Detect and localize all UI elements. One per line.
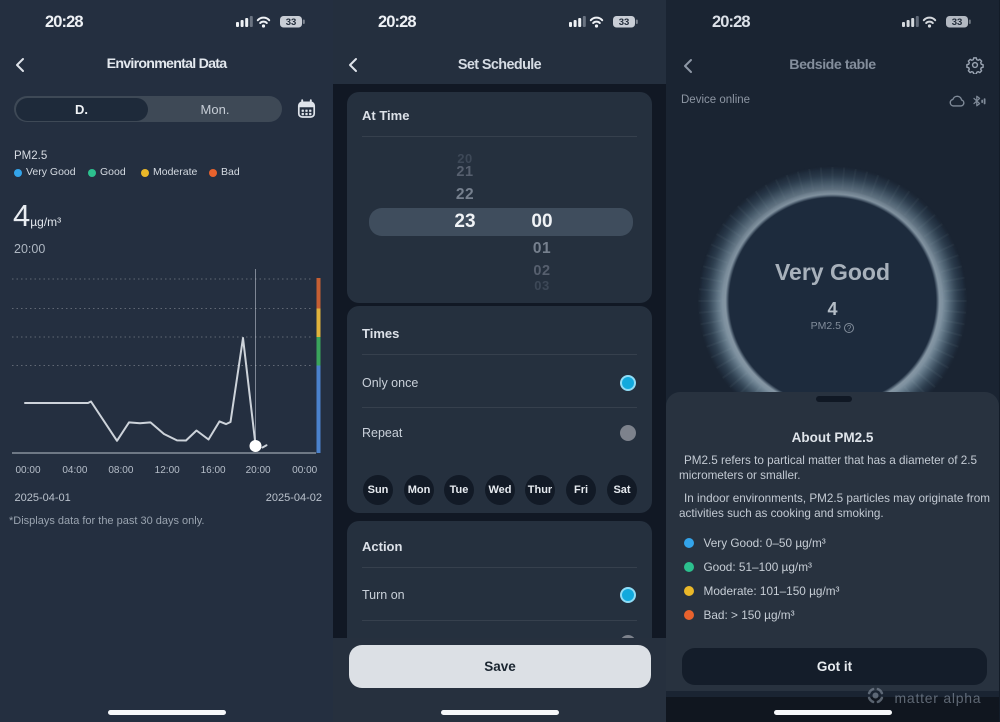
- svg-text:33: 33: [619, 17, 630, 28]
- svg-text:08:00: 08:00: [108, 465, 133, 476]
- svg-text:33: 33: [286, 17, 297, 28]
- svg-text:20:00: 20:00: [246, 465, 271, 476]
- svg-text:04:00: 04:00: [62, 465, 87, 476]
- svg-text:33: 33: [952, 17, 963, 28]
- svg-text:00:00: 00:00: [15, 465, 40, 476]
- svg-text:00:00: 00:00: [292, 465, 317, 476]
- svg-text:12:00: 12:00: [155, 465, 180, 476]
- svg-text:16:00: 16:00: [201, 465, 226, 476]
